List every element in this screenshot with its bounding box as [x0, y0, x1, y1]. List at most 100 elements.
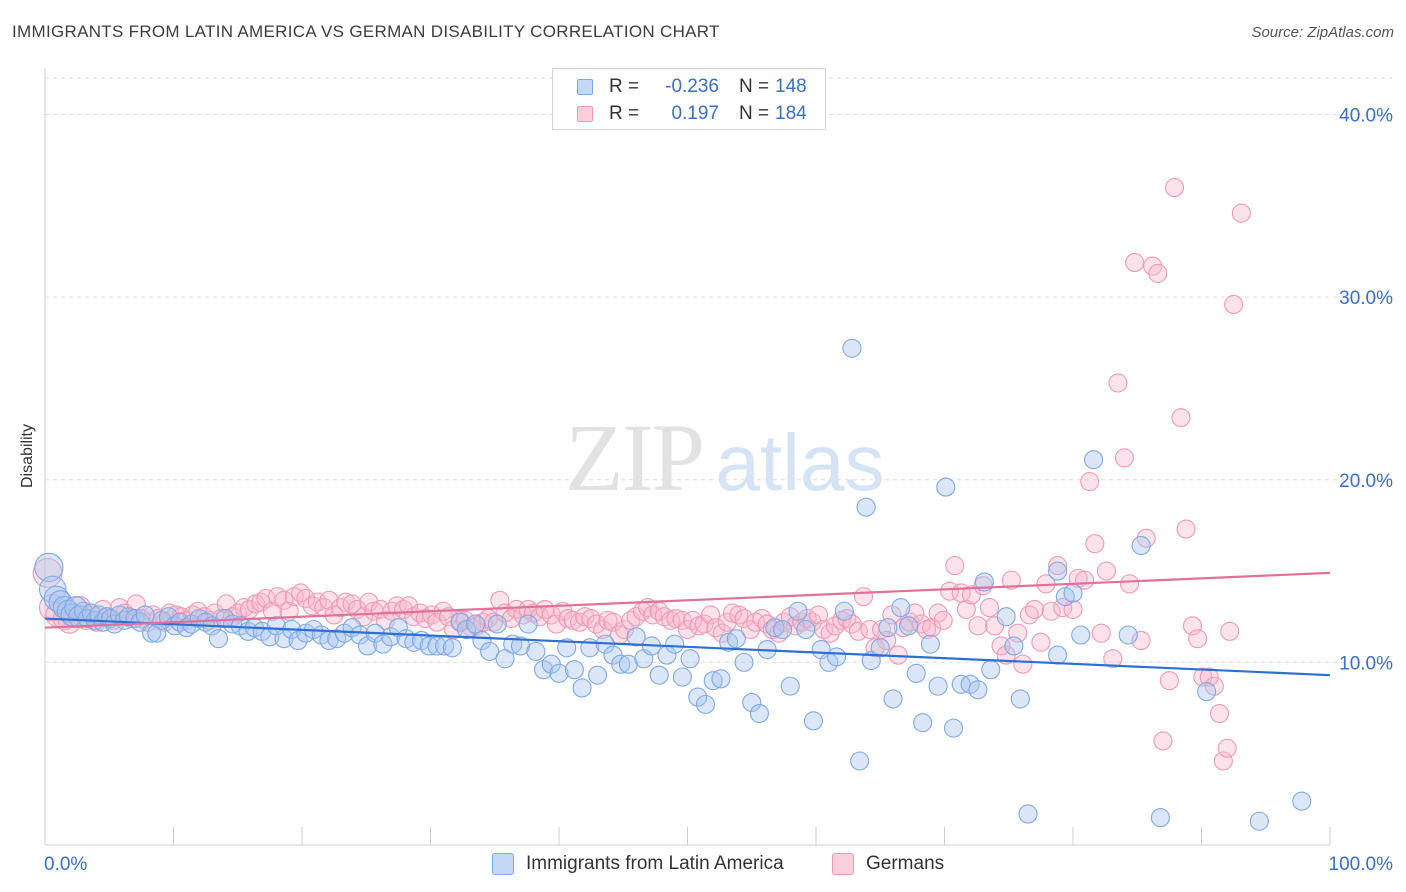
point-germans	[342, 594, 362, 614]
point-latin-america	[842, 338, 862, 358]
point-germans	[518, 599, 538, 619]
trend-line-germans	[44, 571, 1331, 629]
point-germans	[296, 588, 316, 609]
point-germans	[1159, 671, 1179, 691]
point-germans	[1182, 616, 1203, 636]
point-latin-america	[936, 477, 956, 497]
point-germans	[1080, 472, 1100, 492]
n-label: N =	[739, 103, 770, 124]
point-latin-america	[456, 619, 477, 640]
point-latin-america	[891, 598, 911, 618]
legend-row-germans: R = 0.197 N = 184	[577, 103, 807, 125]
point-latin-america	[1118, 625, 1138, 645]
point-germans	[809, 605, 829, 625]
point-germans	[262, 601, 282, 621]
point-latin-america	[518, 614, 538, 634]
point-germans	[666, 609, 686, 629]
point-germans	[415, 609, 435, 629]
point-latin-america	[135, 605, 155, 625]
point-germans	[1153, 731, 1173, 751]
point-germans	[865, 638, 885, 658]
x-tick-label-min: 0.0%	[44, 854, 87, 875]
point-latin-america	[626, 627, 646, 647]
point-germans	[1085, 534, 1105, 554]
point-germans	[1013, 654, 1033, 674]
point-germans	[1103, 649, 1123, 669]
point-germans	[1125, 252, 1145, 272]
point-latin-america	[1197, 682, 1217, 702]
point-germans	[701, 605, 721, 625]
point-latin-america	[487, 614, 507, 634]
r-value: -0.236	[665, 76, 719, 97]
point-latin-america	[549, 663, 569, 683]
point-germans	[1188, 629, 1208, 649]
point-latin-america	[618, 654, 638, 674]
point-latin-america	[695, 694, 716, 714]
point-latin-america	[913, 713, 933, 733]
watermark-atlas: atlas	[716, 418, 885, 507]
point-germans	[1091, 623, 1111, 643]
point-latin-america	[765, 618, 785, 638]
point-germans	[1119, 574, 1140, 594]
point-germans	[1114, 448, 1134, 468]
point-germans	[319, 590, 339, 610]
point-latin-america	[788, 601, 808, 621]
point-latin-america	[526, 641, 546, 661]
point-latin-america	[427, 636, 447, 656]
point-germans	[769, 623, 789, 643]
point-germans	[706, 618, 726, 638]
point-latin-america	[996, 607, 1016, 627]
point-germans	[1031, 632, 1051, 652]
point-latin-america	[388, 618, 408, 638]
point-latin-america	[472, 630, 492, 651]
point-latin-america	[981, 660, 1001, 680]
point-germans	[268, 587, 288, 607]
point-latin-america	[1048, 645, 1068, 665]
point-latin-america	[672, 667, 692, 687]
point-latin-america	[611, 654, 631, 674]
stats-legend: R = -0.236 N = 148 R = 0.197 N = 184	[552, 68, 826, 130]
point-latin-america	[920, 634, 940, 654]
point-latin-america	[928, 676, 948, 696]
point-germans	[837, 609, 857, 629]
point-germans	[427, 612, 447, 632]
point-latin-america	[734, 652, 754, 672]
point-germans	[1164, 178, 1185, 198]
point-germans	[399, 596, 419, 616]
point-germans	[1231, 203, 1251, 223]
tick-labels: 10.0% 20.0% 30.0% 40.0% 0.0% 100.0%	[44, 106, 1393, 875]
point-latin-america	[688, 687, 708, 707]
bottom-legend-swatch-blue	[492, 853, 514, 875]
point-latin-america	[404, 632, 424, 652]
point-germans	[802, 612, 822, 632]
point-latin-america	[1249, 811, 1269, 831]
point-germans	[581, 609, 601, 629]
point-germans	[1075, 570, 1095, 590]
point-germans	[570, 612, 590, 632]
point-germans	[968, 616, 988, 636]
n-value: 184	[775, 103, 807, 124]
point-latin-america	[726, 629, 746, 649]
point-latin-america	[38, 575, 67, 604]
bottom-legend-label: Germans	[866, 853, 945, 874]
point-germans	[1171, 408, 1191, 428]
point-germans	[387, 596, 407, 616]
point-germans	[722, 603, 743, 623]
point-germans	[279, 601, 299, 621]
point-latin-america	[1004, 636, 1024, 656]
point-germans	[956, 599, 976, 619]
point-latin-america	[968, 680, 988, 700]
point-latin-america	[1063, 583, 1083, 603]
point-latin-america	[943, 718, 964, 738]
y-tick-label: 30.0%	[1339, 288, 1393, 309]
point-latin-america	[711, 669, 731, 689]
y-tick-label: 20.0%	[1339, 471, 1393, 492]
bottom-legend-latin-america: Immigrants from Latin America	[492, 852, 784, 876]
point-latin-america	[350, 625, 370, 645]
point-latin-america	[703, 671, 723, 691]
point-germans	[1008, 623, 1028, 643]
point-latin-america	[649, 665, 669, 685]
y-tick-label: 10.0%	[1339, 653, 1393, 674]
point-latin-america	[898, 616, 919, 636]
